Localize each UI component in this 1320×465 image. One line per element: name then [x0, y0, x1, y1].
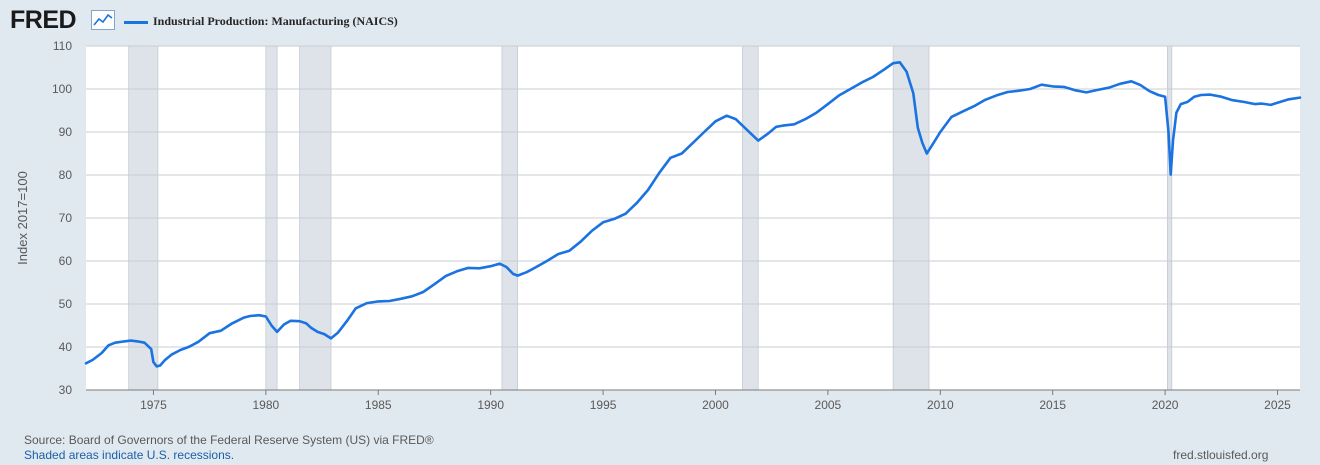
y-tick-label: 40 — [59, 340, 73, 354]
y-tick-label: 80 — [59, 168, 73, 182]
series-lines — [84, 60, 1302, 368]
trend-chart-icon — [91, 10, 115, 30]
chart-header: FRED Industrial Production: Manufacturin… — [0, 0, 1320, 40]
x-tick-label: 2020 — [1152, 398, 1179, 412]
line-chart: 30 40 50 60 70 80 90 100 110 1975 1980 1985 1990 199… — [15, 39, 1302, 412]
x-tick-label: 1990 — [477, 398, 504, 412]
y-tick-label: 110 — [53, 39, 72, 53]
x-tick-label: 1985 — [365, 398, 392, 412]
x-tick-label: 2010 — [927, 398, 954, 412]
fred-logo[interactable]: FRED — [10, 6, 77, 34]
y-tick-label: 30 — [59, 383, 73, 397]
legend-label: Industrial Production: Manufacturing (NA… — [153, 14, 398, 28]
y-axis-label: Index 2017=100 — [15, 171, 30, 265]
x-tick-label: 2005 — [815, 398, 842, 412]
x-axis: 1975 1980 1985 1990 1995 2000 2005 2010 2015 2020… — [86, 389, 1300, 412]
x-tick-label: 1975 — [140, 398, 167, 412]
legend-swatch — [124, 21, 148, 24]
x-tick-label: 2000 — [702, 398, 729, 412]
x-tick-label: 1980 — [253, 398, 280, 412]
y-tick-label: 60 — [59, 254, 73, 268]
source-text: Source: Board of Governors of the Federa… — [24, 433, 434, 447]
recession-note: Shaded areas indicate U.S. recessions. — [24, 448, 235, 462]
y-axis: 30 40 50 60 70 80 90 100 110 — [52, 39, 72, 397]
fred-url-link[interactable]: fred.stlouisfed.org — [1173, 448, 1269, 462]
y-tick-label: 90 — [59, 125, 73, 139]
y-tick-label: 100 — [52, 82, 72, 96]
x-tick-label: 1995 — [590, 398, 617, 412]
y-tick-label: 70 — [59, 211, 73, 225]
x-tick-label: 2025 — [1264, 398, 1291, 412]
y-tick-label: 50 — [59, 297, 73, 311]
x-tick-label: 2015 — [1039, 398, 1066, 412]
series-line — [84, 60, 1302, 368]
